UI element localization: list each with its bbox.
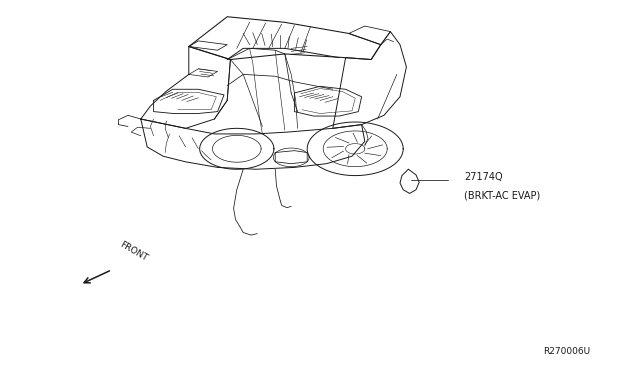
Text: R270006U: R270006U [543,347,590,356]
Text: 27174Q: 27174Q [464,172,502,182]
Text: (BRKT-AC EVAP): (BRKT-AC EVAP) [464,190,540,200]
Text: FRONT: FRONT [118,240,149,263]
